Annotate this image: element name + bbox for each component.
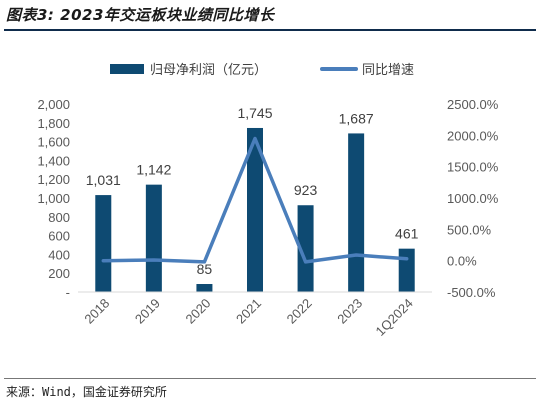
y-left-tick-label: 2,000	[37, 97, 70, 112]
y-right-tick-label: 2000.0%	[447, 128, 499, 143]
y-left-tick-label: -	[66, 285, 70, 300]
bar	[348, 133, 365, 292]
growth-line	[101, 136, 409, 264]
bar	[398, 248, 415, 292]
x-tick-label: 2022	[284, 296, 315, 327]
bar	[297, 205, 314, 292]
y-left-tick-label: 200	[48, 266, 70, 281]
x-tick-label: 2019	[132, 296, 163, 327]
source-note: 来源：Wind，国金证券研究所	[6, 385, 167, 399]
y-left-tick-label: 600	[48, 229, 70, 244]
bar-data-label: 1,687	[339, 110, 374, 126]
bar-data-label: 1,745	[237, 105, 272, 121]
y-left-tick-label: 400	[48, 247, 70, 262]
y-left-tick-label: 1,000	[37, 191, 70, 206]
x-tick-label: 2018	[81, 296, 112, 327]
y-left-tick-label: 800	[48, 210, 70, 225]
y-left-tick-label: 1,400	[37, 153, 70, 168]
x-tick-label: 2020	[182, 296, 213, 327]
title-divider	[4, 29, 536, 31]
x-tick-label: 2023	[334, 296, 365, 327]
bar	[95, 195, 112, 292]
source-divider	[4, 378, 536, 379]
y-right-tick-label: 500.0%	[447, 222, 492, 237]
bar-data-label: 1,031	[86, 172, 121, 188]
bar-data-label: 923	[294, 182, 318, 198]
y-left-tick-label: 1,600	[37, 135, 70, 150]
bar	[196, 284, 213, 292]
combo-chart: 归母净利润（亿元） 同比增速 - 200 400 600 800 1,000 1,200 1,40…	[37, 63, 499, 339]
bar-data-label: 85	[197, 261, 213, 277]
bar	[145, 184, 162, 292]
x-tick-label: 2021	[233, 296, 264, 327]
y-right-tick-label: 0.0%	[447, 254, 477, 269]
y-right-tick-label: 2500.0%	[447, 97, 499, 112]
legend-bar-label: 归母净利润（亿元）	[150, 63, 267, 78]
y-left-tick-label: 1,200	[37, 172, 70, 187]
bar-data-label: 1,142	[136, 162, 171, 178]
legend-line-label: 同比增速	[362, 63, 414, 78]
bar	[247, 127, 263, 292]
y-right-tick-label: 1500.0%	[447, 160, 499, 175]
y-right-tick-label: -500.0%	[447, 285, 496, 300]
x-tick-label: 1Q2024	[373, 296, 416, 339]
figure-title: 图表3: 2023年交运板块业绩同比增长	[6, 6, 275, 24]
y-right-tick-label: 1000.0%	[447, 191, 499, 206]
y-left-tick-label: 1,800	[37, 116, 70, 131]
bar-data-label: 461	[395, 226, 419, 242]
legend-bar-swatch	[110, 64, 144, 74]
